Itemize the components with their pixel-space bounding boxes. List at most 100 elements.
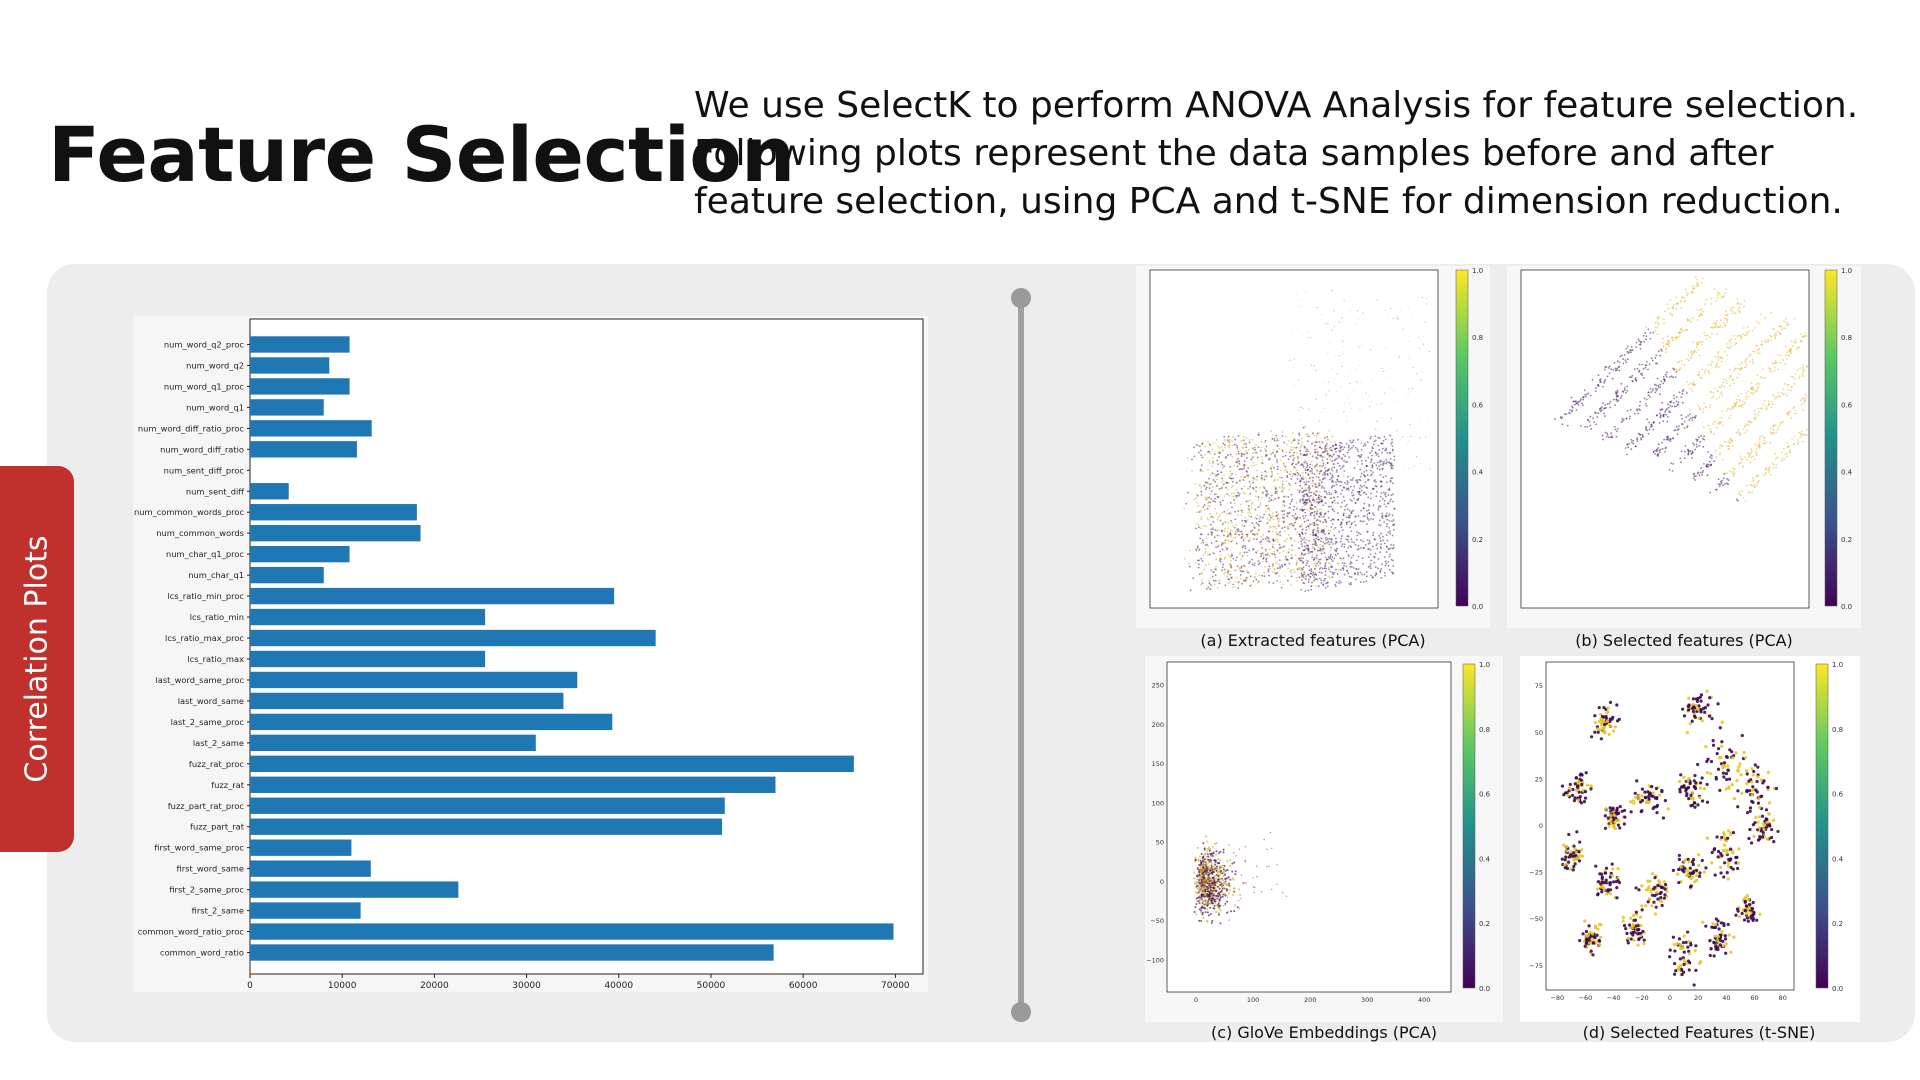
bar-label: num_word_q1_proc xyxy=(164,381,245,391)
bar-label: last_word_same_proc xyxy=(155,675,244,685)
bar-label: first_2_same_proc xyxy=(169,885,244,895)
x-tick-label: 400 xyxy=(1418,996,1430,1004)
colorbar-tick-label: 0.6 xyxy=(1479,791,1491,799)
bar xyxy=(250,608,486,626)
x-tick-label: 50000 xyxy=(697,981,726,991)
colorbar-tick-label: 0.4 xyxy=(1479,855,1491,863)
bar-label: num_word_diff_ratio_proc xyxy=(138,423,245,433)
bar xyxy=(250,504,417,521)
colorbar-tick-label: 1.0 xyxy=(1841,267,1852,275)
bar xyxy=(250,734,536,752)
x-tick-label: 10000 xyxy=(328,981,357,991)
feature-importance-chart: num_word_q2_proc num_word_q2 num_word_q1_p… xyxy=(133,316,928,992)
colorbar-tick-label: 0.6 xyxy=(1472,401,1484,409)
bar xyxy=(250,441,357,458)
bar-label: lcs_ratio_min_proc xyxy=(167,591,244,601)
bar-label: lcs_ratio_min xyxy=(190,612,244,622)
colorbar-tick-label: 0.2 xyxy=(1472,536,1483,544)
bar-label: fuzz_rat xyxy=(211,780,245,790)
colorbar-tick-label: 1.0 xyxy=(1472,267,1483,275)
side-tab-label: Correlation Plots xyxy=(19,535,55,783)
y-tick-label: −50 xyxy=(1529,915,1543,923)
bar xyxy=(250,587,615,605)
bar-label: last_2_same_proc xyxy=(171,717,245,727)
bar xyxy=(250,566,324,584)
y-tick-label: 250 xyxy=(1152,682,1164,690)
bar-label: num_common_words xyxy=(156,528,244,538)
colorbar-tick-label: 0.4 xyxy=(1832,855,1844,863)
colorbar-tick-label: 0.2 xyxy=(1832,920,1843,928)
bar-label: fuzz_part_rat_proc xyxy=(168,801,245,811)
x-tick-label: 20 xyxy=(1694,994,1702,1002)
bar xyxy=(250,483,289,500)
colorbar xyxy=(1824,269,1838,607)
bar-chart-svg: num_word_q2_proc num_word_q2 num_word_q1_p… xyxy=(134,318,924,991)
scatter-points xyxy=(1193,831,1288,925)
y-tick-label: 200 xyxy=(1152,721,1164,729)
bar-label: num_word_q1 xyxy=(186,402,244,412)
x-tick-label: 40 xyxy=(1722,994,1730,1002)
plot-frame xyxy=(1520,269,1810,609)
x-tick-label: 20000 xyxy=(420,981,449,991)
y-tick-label: −50 xyxy=(1150,917,1164,925)
bar xyxy=(250,545,350,563)
colorbar-tick-label: 0.0 xyxy=(1841,603,1852,611)
colorbar-tick-label: 0.6 xyxy=(1841,401,1853,409)
side-tab[interactable]: Correlation Plots xyxy=(0,466,74,852)
bar-label: num_sent_diff xyxy=(186,486,244,496)
x-tick-label: −40 xyxy=(1607,994,1621,1002)
colorbar-tick-label: 1.0 xyxy=(1479,661,1490,669)
y-tick-label: −100 xyxy=(1146,956,1164,964)
scatter-panel-b: 1.0 0.8 0.6 0.4 0.2 0.0 xyxy=(1507,266,1861,628)
bar xyxy=(250,881,459,898)
bar-label: num_word_q2_proc xyxy=(164,339,245,349)
colorbar xyxy=(1455,269,1469,607)
scatter-c-svg: 0 100 200 300 400 250 200 150 100 50 0 −50 −100 1.0 0.… xyxy=(1146,661,1491,1004)
x-tick-label: 0 xyxy=(1668,994,1672,1002)
bar-label: fuzz_part_rat xyxy=(190,822,245,832)
x-tick-label: 60 xyxy=(1750,994,1758,1002)
bar-label: common_word_ratio_proc xyxy=(138,927,245,937)
bar-label: last_word_same xyxy=(178,696,244,706)
bar xyxy=(250,860,371,877)
x-tick-label: −20 xyxy=(1635,994,1649,1002)
colorbar-tick-label: 0.8 xyxy=(1841,334,1852,342)
divider-handle-bottom[interactable] xyxy=(1011,1002,1031,1022)
y-tick-label: 0 xyxy=(1539,822,1543,830)
caption-c: (c) GloVe Embeddings (PCA) xyxy=(1210,1023,1438,1042)
y-tick-label: 100 xyxy=(1152,799,1164,807)
scatter-panel-a: 1.0 0.8 0.6 0.4 0.2 0.0 xyxy=(1136,266,1490,628)
x-tick-label: 0 xyxy=(247,981,253,991)
x-tick-label: 40000 xyxy=(604,981,633,991)
scatter-panel-c: 0 100 200 300 400 250 200 150 100 50 0 −50 −100 1.0 0.… xyxy=(1145,656,1503,1022)
scatter-points xyxy=(1554,276,1808,503)
y-tick-label: 150 xyxy=(1152,760,1164,768)
colorbar xyxy=(1462,663,1476,989)
bar-label: num_common_words_proc xyxy=(134,507,244,517)
bar xyxy=(250,839,352,856)
caption-d: (d) Selected Features (t-SNE) xyxy=(1582,1023,1816,1042)
scatter-a-svg: 1.0 0.8 0.6 0.4 0.2 0.0 xyxy=(1149,267,1484,611)
y-tick-label: 50 xyxy=(1535,729,1543,737)
bar xyxy=(250,336,350,353)
bar-label: num_char_q1_proc xyxy=(166,549,244,559)
colorbar-tick-label: 0.0 xyxy=(1479,985,1490,993)
bar xyxy=(250,420,372,437)
scatter-points xyxy=(1183,290,1431,592)
bar xyxy=(250,797,725,814)
colorbar-tick-label: 0.4 xyxy=(1472,469,1484,477)
divider-handle-top[interactable] xyxy=(1011,288,1031,308)
y-tick-label: −75 xyxy=(1529,962,1543,970)
colorbar-tick-label: 0.2 xyxy=(1841,536,1852,544)
scatter-points xyxy=(1560,689,1780,987)
y-tick-label: 0 xyxy=(1160,878,1164,886)
bar-label: last_2_same xyxy=(193,738,244,748)
bar-label: num_word_diff_ratio xyxy=(160,444,244,454)
bar-label: lcs_ratio_max_proc xyxy=(165,633,244,643)
x-tick-label: 70000 xyxy=(881,981,910,991)
colorbar-tick-label: 0.4 xyxy=(1841,469,1853,477)
x-tick-label: −60 xyxy=(1579,994,1593,1002)
divider-line xyxy=(1018,298,1024,1012)
bar xyxy=(250,902,361,919)
colorbar-tick-label: 0.2 xyxy=(1479,920,1490,928)
